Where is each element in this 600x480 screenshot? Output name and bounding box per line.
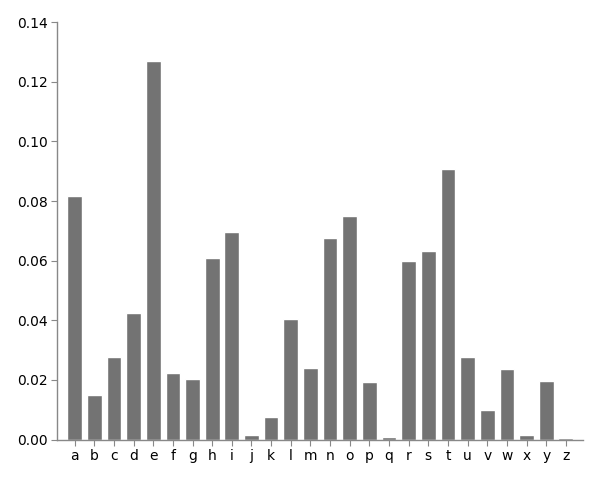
Bar <box>343 216 357 440</box>
Bar <box>224 232 239 440</box>
Bar <box>283 320 298 440</box>
Bar <box>185 379 200 440</box>
Bar <box>126 313 141 440</box>
Bar <box>559 438 573 440</box>
Bar <box>244 435 259 440</box>
Bar <box>421 251 436 440</box>
Bar <box>440 169 455 440</box>
Bar <box>539 381 554 440</box>
Bar <box>480 410 494 440</box>
Bar <box>264 417 278 440</box>
Bar <box>146 61 161 440</box>
Bar <box>519 435 534 440</box>
Bar <box>362 382 377 440</box>
Bar <box>500 369 514 440</box>
Bar <box>107 357 121 440</box>
Bar <box>166 373 180 440</box>
Bar <box>87 395 101 440</box>
Bar <box>401 261 416 440</box>
Bar <box>460 357 475 440</box>
Bar <box>67 196 82 440</box>
Bar <box>303 368 318 440</box>
Bar <box>382 437 397 440</box>
Bar <box>323 239 337 440</box>
Bar <box>205 258 220 440</box>
